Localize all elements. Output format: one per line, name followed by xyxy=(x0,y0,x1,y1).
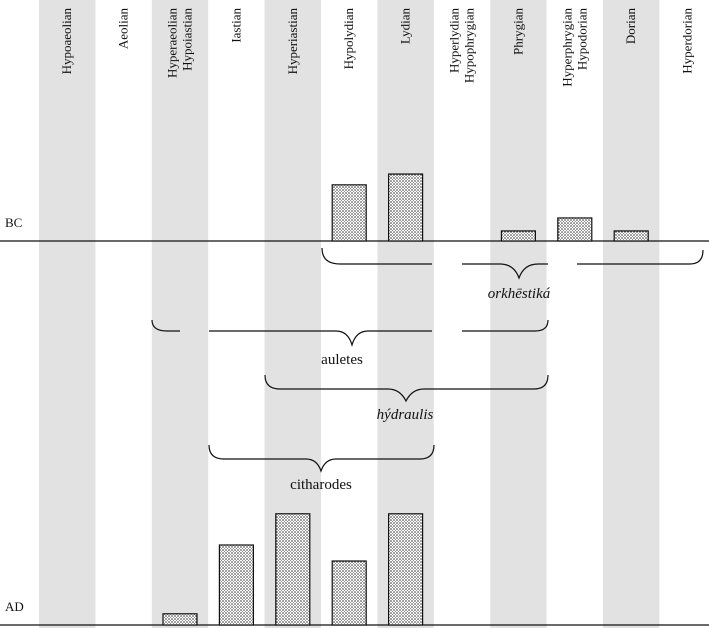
bc-era-label: BC xyxy=(5,215,22,230)
ad-bar-hypolydian xyxy=(331,560,367,626)
mode-label-7-b: Hypophrygian xyxy=(462,8,477,84)
auletes-brace xyxy=(151,319,549,348)
mode-label-9-b: Hypodorian xyxy=(574,8,589,71)
bc-bars xyxy=(331,173,649,242)
hydraulis-label: hýdraulis xyxy=(377,407,434,423)
column-band-0 xyxy=(39,0,96,628)
ad-bar-lydian xyxy=(388,513,424,626)
mode-label-5: Hypolydian xyxy=(341,8,356,70)
mode-label-3: Iastian xyxy=(228,8,243,43)
mode-label-2: Hyperaeolian xyxy=(165,8,180,79)
citharodes-brace xyxy=(208,444,435,473)
ad-bar-hyperiastian xyxy=(275,513,311,626)
mode-columns xyxy=(39,0,660,628)
ad-era-label: AD xyxy=(5,599,24,614)
mode-label-8: Phrygian xyxy=(510,8,525,55)
auletes-brace-middle xyxy=(209,330,432,348)
bc-bar-lydian xyxy=(388,173,424,242)
mode-label-2-b: Hypoiastian xyxy=(180,8,195,71)
ad-bar-hyperaeolian xyxy=(162,613,198,626)
mode-label-10: Dorian xyxy=(623,8,638,45)
bc-bar-hyperphrygian xyxy=(557,217,593,242)
orkhestika-brace-left xyxy=(321,247,432,265)
bc-bar-hypolydian xyxy=(331,184,367,242)
orkhestika-brace-middle xyxy=(462,263,548,280)
auletes-label: auletes xyxy=(321,352,363,368)
orkhestika-label: orkhēstiká xyxy=(488,286,551,302)
auletes-brace-right xyxy=(462,319,549,332)
orkhestika-brace xyxy=(321,247,704,280)
column-band-10 xyxy=(603,0,660,628)
mode-label-4: Hyperiastian xyxy=(285,8,300,75)
column-band-8 xyxy=(490,0,547,628)
citharodes-label: citharodes xyxy=(290,477,352,493)
bc-bar-phrygian xyxy=(500,230,536,242)
bc-bar-dorian xyxy=(613,230,649,242)
column-band-2 xyxy=(151,0,209,628)
mode-label-9: Hyperphrygian xyxy=(559,8,574,87)
orkhestika-brace-right xyxy=(577,249,704,265)
ad-bars xyxy=(162,513,424,626)
hydraulis-brace xyxy=(264,374,549,403)
mode-label-7: Hyperlydian xyxy=(447,8,462,73)
mode-label-0: Hypoaeolian xyxy=(59,8,74,75)
mode-label-6: Lydian xyxy=(398,8,413,45)
mode-label-1: Aeolian xyxy=(116,8,131,50)
ad-bar-iastian xyxy=(218,544,254,626)
mode-label-11: Hyperdorian xyxy=(680,8,695,74)
mode-labels: Hypoaeolian Aeolian Hyperaeolian Hypoiastia… xyxy=(59,8,694,87)
auletes-brace-left xyxy=(151,319,180,332)
